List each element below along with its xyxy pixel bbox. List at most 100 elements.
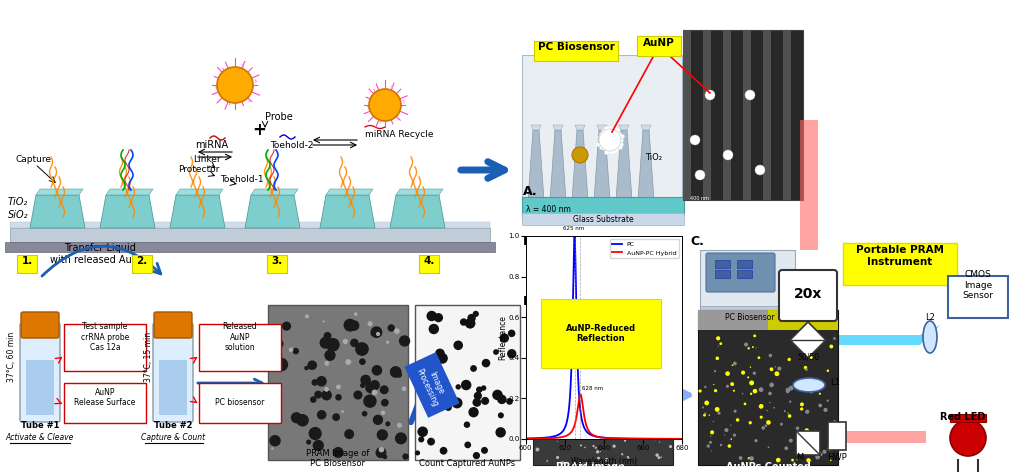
Bar [796,431,820,455]
Polygon shape [594,130,610,200]
Circle shape [335,394,342,401]
Circle shape [313,440,324,451]
Circle shape [716,410,717,411]
Circle shape [537,432,538,433]
Circle shape [623,425,626,428]
Circle shape [758,356,761,359]
Circle shape [323,320,325,322]
Circle shape [628,457,630,459]
Bar [522,55,682,220]
Text: SiO₂: SiO₂ [8,210,28,220]
Circle shape [540,381,541,382]
Polygon shape [531,125,541,130]
Circle shape [552,367,555,371]
Circle shape [545,360,547,362]
Text: Probe: Probe [265,112,293,122]
Circle shape [950,420,986,456]
Circle shape [634,431,635,432]
AuNP-PC Hybrid [536,436,548,441]
Text: 400 nm: 400 nm [690,196,709,201]
Polygon shape [390,195,445,228]
Circle shape [597,457,600,460]
Circle shape [765,424,766,426]
AuNP-PC Hybrid [676,436,688,442]
Circle shape [723,150,733,160]
Circle shape [452,397,462,408]
Circle shape [492,390,502,400]
AuNP-PC Hybrid [628,436,640,441]
Circle shape [546,336,549,338]
Circle shape [759,404,764,409]
Circle shape [597,384,599,387]
Circle shape [784,410,786,412]
FancyBboxPatch shape [20,323,60,422]
Circle shape [538,326,539,328]
Circle shape [826,370,829,372]
Circle shape [654,364,658,368]
Circle shape [824,383,825,385]
FancyBboxPatch shape [419,255,439,273]
Circle shape [815,455,820,459]
Circle shape [647,349,648,350]
Circle shape [538,369,540,371]
Circle shape [786,389,790,393]
Circle shape [712,421,714,422]
Circle shape [594,373,597,376]
Circle shape [434,313,443,322]
Circle shape [805,379,809,383]
Circle shape [343,339,348,344]
Circle shape [437,395,445,403]
Circle shape [464,421,470,428]
Circle shape [508,349,517,358]
Circle shape [748,458,749,459]
Circle shape [762,426,765,430]
AuNP-PC Hybrid [520,436,532,442]
Circle shape [773,407,775,409]
Text: AuNP-Reduced
Reflection: AuNP-Reduced Reflection [566,324,636,343]
Circle shape [345,359,351,365]
Circle shape [818,454,819,455]
Bar [737,270,752,278]
Circle shape [561,461,564,464]
Circle shape [780,423,783,426]
Circle shape [654,437,657,440]
AuNP-PC Hybrid [645,436,657,442]
Circle shape [324,387,329,392]
Text: Transfer Liquid
with released AuNPs: Transfer Liquid with released AuNPs [49,244,150,265]
Circle shape [768,447,770,448]
Circle shape [579,435,583,439]
Text: Glass Substrate: Glass Substrate [573,215,634,224]
Circle shape [341,410,344,413]
Circle shape [769,354,772,357]
Circle shape [717,412,720,415]
Circle shape [756,347,757,348]
Circle shape [580,445,582,447]
Circle shape [468,407,478,417]
Polygon shape [106,189,153,195]
Circle shape [662,333,665,336]
Circle shape [653,416,655,419]
Circle shape [649,325,652,329]
Circle shape [605,315,609,319]
Circle shape [561,370,563,371]
Circle shape [639,402,640,404]
Circle shape [784,447,788,450]
Bar [948,276,1008,318]
Polygon shape [30,195,85,228]
Circle shape [594,447,597,449]
Text: L1: L1 [830,378,839,387]
Circle shape [829,427,830,429]
FancyBboxPatch shape [706,253,775,292]
Circle shape [665,421,669,425]
Polygon shape [572,130,588,200]
Circle shape [565,425,569,429]
Bar [846,431,926,443]
Bar [683,30,691,200]
Circle shape [508,329,516,337]
Circle shape [715,356,719,360]
Text: PRAM Image of
PC Biosensor: PRAM Image of PC Biosensor [307,448,369,468]
Polygon shape [641,125,651,130]
Circle shape [833,434,836,436]
Line: PC: PC [526,236,682,439]
Bar [522,197,684,215]
